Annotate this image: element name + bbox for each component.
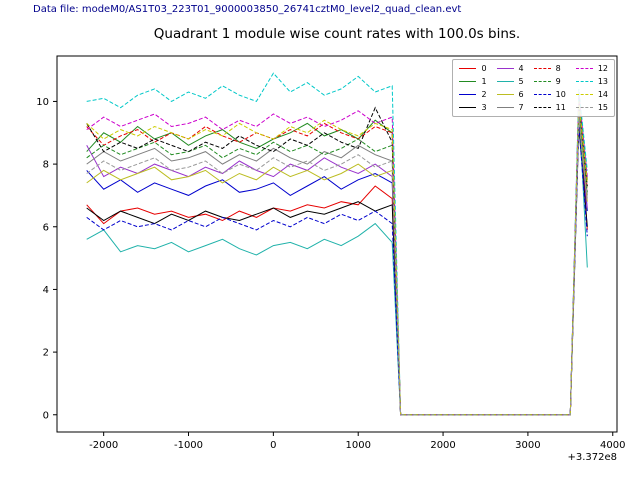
x-tick-label: -1000	[174, 440, 203, 451]
x-tick-label: 3000	[515, 440, 540, 451]
legend-item-label: 5	[518, 77, 524, 86]
legend-item-12: 12	[575, 63, 608, 74]
legend-line-sample	[496, 107, 514, 108]
legend-line-sample	[533, 107, 551, 108]
series-line-7	[86, 110, 588, 416]
x-axis-offset-label: +3.372e8	[567, 452, 617, 463]
legend-item-0: 0	[459, 63, 487, 74]
legend-item-label: 15	[597, 103, 608, 112]
legend-item-14: 14	[575, 89, 608, 100]
legend-line-sample	[533, 81, 551, 82]
legend-item-label: 13	[597, 77, 608, 86]
legend-item-5: 5	[496, 76, 524, 87]
legend-item-6: 6	[496, 89, 524, 100]
legend-column: 0 1 2 3	[459, 63, 487, 113]
legend-item-2: 2	[459, 89, 487, 100]
x-tick-label: 2000	[430, 440, 455, 451]
legend-line-sample	[575, 81, 593, 82]
x-tick-label: 0	[270, 440, 276, 451]
legend-item-label: 7	[518, 103, 524, 112]
legend-item-label: 6	[518, 90, 524, 99]
series-line-14	[86, 101, 588, 416]
legend-item-label: 14	[597, 90, 608, 99]
legend-item-label: 11	[555, 103, 566, 112]
series-line-3	[86, 126, 588, 416]
legend-line-sample	[533, 68, 551, 69]
legend-line-sample	[575, 68, 593, 69]
legend-line-sample	[575, 94, 593, 95]
axes-frame	[56, 55, 618, 433]
series-line-9	[86, 104, 588, 416]
series-line-15	[86, 117, 588, 416]
legend-item-8: 8	[533, 63, 566, 74]
legend-line-sample	[575, 107, 593, 108]
legend-line-sample	[496, 68, 514, 69]
legend-item-10: 10	[533, 89, 566, 100]
y-tick-label: 10	[36, 97, 49, 108]
legend-item-15: 15	[575, 102, 608, 113]
legend-line-sample	[459, 68, 477, 69]
legend-item-label: 1	[481, 77, 487, 86]
y-tick-label: 6	[43, 222, 49, 233]
series-line-8	[86, 101, 588, 416]
legend-line-sample	[459, 94, 477, 95]
y-tick-label: 0	[43, 410, 49, 421]
legend-column: 12 13 14 15	[575, 63, 608, 113]
y-tick-label: 8	[43, 160, 49, 171]
x-tick-label: 1000	[345, 440, 370, 451]
legend-item-label: 12	[597, 64, 608, 73]
x-tick-label: -2000	[89, 440, 118, 451]
legend-column: 4 5 6 7	[496, 63, 524, 113]
legend-line-sample	[459, 107, 477, 108]
series-line-1	[86, 95, 588, 416]
legend-item-label: 0	[481, 64, 487, 73]
legend-item-11: 11	[533, 102, 566, 113]
legend-line-sample	[533, 94, 551, 95]
legend-item-label: 9	[555, 77, 561, 86]
legend-item-label: 2	[481, 90, 487, 99]
legend-item-label: 4	[518, 64, 524, 73]
series-line-11	[86, 98, 588, 416]
y-tick-label: 4	[43, 285, 49, 296]
legend-item-7: 7	[496, 102, 524, 113]
legend-line-sample	[496, 94, 514, 95]
legend: 0 1 2 3 4 5 6 7 8 9 10 11 12 13 14 15	[452, 59, 615, 117]
legend-line-sample	[496, 81, 514, 82]
x-tick-label: 4000	[600, 440, 625, 451]
legend-item-3: 3	[459, 102, 487, 113]
legend-item-1: 1	[459, 76, 487, 87]
legend-item-9: 9	[533, 76, 566, 87]
legend-item-13: 13	[575, 76, 608, 87]
series-line-2	[86, 117, 588, 416]
legend-item-label: 8	[555, 64, 561, 73]
legend-line-sample	[459, 81, 477, 82]
legend-item-4: 4	[496, 63, 524, 74]
legend-item-label: 10	[555, 90, 566, 99]
chart-title: Quadrant 1 module wise count rates with …	[153, 26, 521, 42]
legend-item-label: 3	[481, 103, 487, 112]
series-line-4	[86, 113, 588, 416]
y-tick-label: 2	[43, 348, 49, 359]
legend-column: 8 9 10 11	[533, 63, 566, 113]
series-line-5	[86, 104, 588, 416]
data-file-label: Data file: modeM0/AS1T03_223T01_90000038…	[33, 4, 462, 15]
